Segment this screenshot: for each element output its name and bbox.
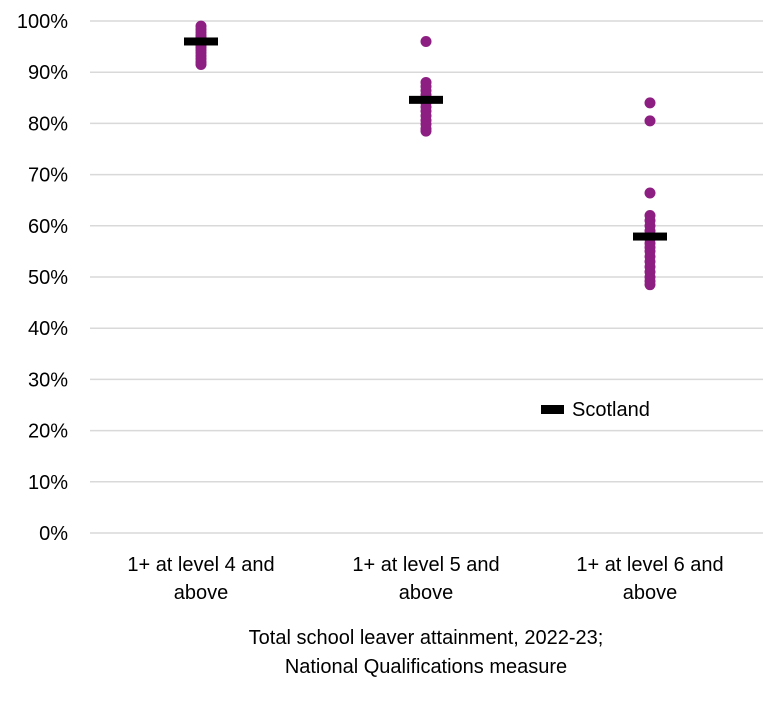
scotland-marker bbox=[633, 232, 667, 241]
x-tick-label: above bbox=[174, 582, 229, 604]
y-tick-label: 100% bbox=[17, 11, 68, 33]
data-point bbox=[195, 59, 207, 71]
data-point bbox=[644, 97, 656, 109]
data-points bbox=[195, 20, 656, 291]
y-axis-ticks: 0% 10% 20% 30% 40% 50% 60% 70% 80% 90% 100% bbox=[17, 11, 68, 545]
legend-label-scotland: Scotland bbox=[572, 399, 650, 421]
data-point bbox=[644, 187, 656, 199]
scotland-marker bbox=[409, 95, 443, 104]
y-tick-label: 40% bbox=[28, 318, 68, 340]
x-tick-label: 1+ at level 4 and bbox=[127, 554, 274, 576]
y-tick-label: 10% bbox=[28, 472, 68, 494]
legend-marker-scotland bbox=[541, 405, 564, 414]
y-tick-label: 80% bbox=[28, 113, 68, 135]
y-tick-label: 50% bbox=[28, 267, 68, 289]
data-point bbox=[420, 35, 432, 47]
data-point bbox=[644, 115, 656, 127]
y-tick-label: 70% bbox=[28, 165, 68, 187]
x-tick-label: above bbox=[399, 582, 454, 604]
x-tick-label: 1+ at level 6 and bbox=[576, 554, 723, 576]
x-axis-title-line: Total school leaver attainment, 2022-23; bbox=[249, 627, 604, 649]
y-tick-label: 30% bbox=[28, 369, 68, 391]
x-axis-title: Total school leaver attainment, 2022-23;… bbox=[249, 627, 604, 678]
x-tick-label: 1+ at level 5 and bbox=[352, 554, 499, 576]
y-tick-label: 20% bbox=[28, 421, 68, 443]
x-axis-ticks: 1+ at level 4 and above 1+ at level 5 and a… bbox=[127, 554, 723, 604]
y-tick-label: 60% bbox=[28, 216, 68, 238]
data-point bbox=[420, 125, 432, 137]
x-tick-label: above bbox=[623, 582, 678, 604]
scotland-marker bbox=[184, 37, 218, 46]
scotland-markers bbox=[184, 37, 667, 241]
x-axis-title-line: National Qualifications measure bbox=[285, 656, 567, 678]
y-tick-label: 90% bbox=[28, 62, 68, 84]
legend: Scotland bbox=[541, 399, 650, 421]
data-point bbox=[644, 279, 656, 291]
y-tick-label: 0% bbox=[39, 523, 68, 545]
